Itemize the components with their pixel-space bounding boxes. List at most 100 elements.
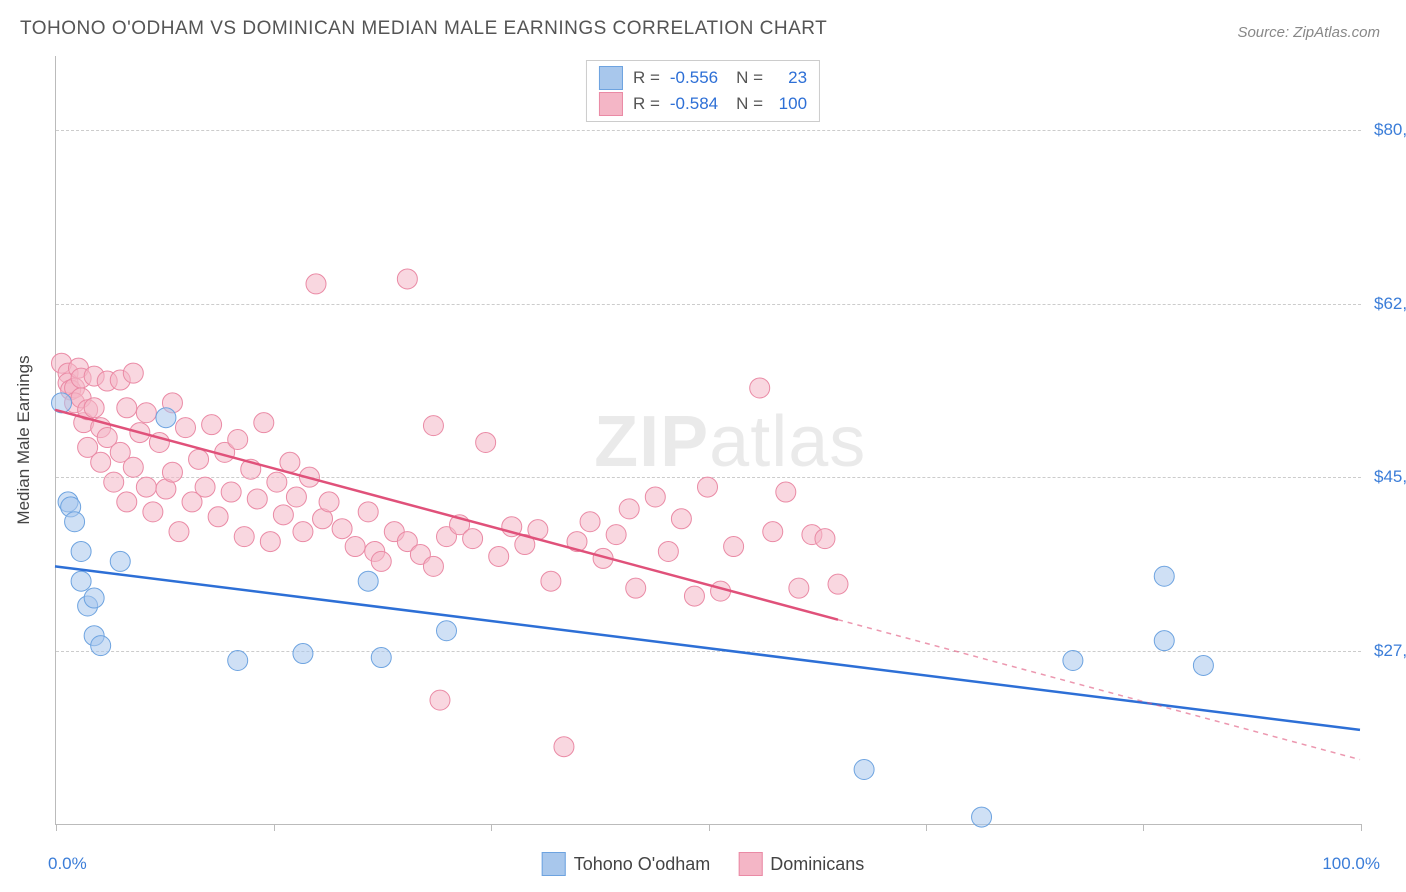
data-point-tohono — [854, 759, 874, 779]
data-point-dominican — [789, 578, 809, 598]
y-tick-label: $27,500 — [1366, 641, 1406, 661]
data-point-tohono — [71, 541, 91, 561]
data-point-dominican — [463, 529, 483, 549]
legend-r-value-tohono: -0.556 — [670, 65, 718, 91]
data-point-dominican — [143, 502, 163, 522]
data-point-dominican — [554, 737, 574, 757]
legend-r-label: R = — [633, 91, 660, 117]
x-tick — [274, 824, 275, 831]
x-axis-min-label: 0.0% — [48, 854, 87, 874]
data-point-dominican — [136, 403, 156, 423]
data-point-dominican — [776, 482, 796, 502]
x-tick — [1143, 824, 1144, 831]
legend-n-value-dominican: 100 — [773, 91, 807, 117]
data-point-dominican — [619, 499, 639, 519]
series-legend-item-dominican: Dominicans — [738, 852, 864, 876]
data-point-dominican — [91, 452, 111, 472]
data-point-tohono — [1063, 650, 1083, 670]
data-point-dominican — [117, 398, 137, 418]
data-point-dominican — [345, 537, 365, 557]
data-point-dominican — [541, 571, 561, 591]
x-tick — [1361, 824, 1362, 831]
data-point-dominican — [293, 522, 313, 542]
data-point-dominican — [273, 505, 293, 525]
x-tick — [709, 824, 710, 831]
data-point-dominican — [234, 527, 254, 547]
data-point-dominican — [476, 432, 496, 452]
data-point-tohono — [371, 648, 391, 668]
data-point-dominican — [815, 529, 835, 549]
legend-row-tohono: R =-0.556N =23 — [599, 65, 807, 91]
legend-n-label: N = — [736, 65, 763, 91]
data-point-dominican — [280, 452, 300, 472]
trend-line-dashed-dominican — [838, 620, 1360, 760]
data-point-dominican — [104, 472, 124, 492]
y-tick-label: $62,500 — [1366, 294, 1406, 314]
data-point-dominican — [195, 477, 215, 497]
data-point-dominican — [260, 532, 280, 552]
data-point-dominican — [684, 586, 704, 606]
data-point-dominican — [208, 507, 228, 527]
data-point-dominican — [319, 492, 339, 512]
data-point-dominican — [306, 274, 326, 294]
data-point-tohono — [84, 588, 104, 608]
legend-row-dominican: R = -0.584 N = 100 — [599, 91, 807, 117]
data-point-dominican — [828, 574, 848, 594]
data-point-dominican — [267, 472, 287, 492]
data-point-tohono — [52, 393, 72, 413]
trend-line-dominican — [55, 410, 838, 620]
series-label-tohono: Tohono O'odham — [574, 854, 711, 875]
correlation-legend: R = -0.556 N = 23R = -0.584 N = 100 — [586, 60, 820, 122]
legend-n-value-tohono: 23 — [773, 65, 807, 91]
data-point-dominican — [724, 537, 744, 557]
data-point-dominican — [176, 418, 196, 438]
legend-swatch-dominican — [599, 92, 623, 116]
data-point-dominican — [671, 509, 691, 529]
data-point-tohono — [65, 512, 85, 532]
data-point-dominican — [763, 522, 783, 542]
data-point-dominican — [84, 398, 104, 418]
data-point-dominican — [626, 578, 646, 598]
data-point-dominican — [286, 487, 306, 507]
scatter-chart-svg — [55, 56, 1360, 824]
data-point-dominican — [254, 413, 274, 433]
data-point-dominican — [228, 430, 248, 450]
data-point-tohono — [156, 408, 176, 428]
x-axis-max-label: 100.0% — [1322, 854, 1380, 874]
y-tick-label: $80,000 — [1366, 120, 1406, 140]
data-point-dominican — [202, 415, 222, 435]
data-point-dominican — [580, 512, 600, 532]
x-tick — [491, 824, 492, 831]
x-tick — [926, 824, 927, 831]
legend-n-label: N = — [736, 91, 763, 117]
data-point-tohono — [71, 571, 91, 591]
data-point-tohono — [293, 644, 313, 664]
series-legend-item-tohono: Tohono O'odham — [542, 852, 711, 876]
x-tick — [56, 824, 57, 831]
data-point-dominican — [117, 492, 137, 512]
chart-title: TOHONO O'ODHAM VS DOMINICAN MEDIAN MALE … — [20, 18, 827, 40]
data-point-dominican — [123, 363, 143, 383]
data-point-dominican — [489, 546, 509, 566]
data-point-tohono — [1154, 566, 1174, 586]
data-point-dominican — [221, 482, 241, 502]
data-point-dominican — [658, 541, 678, 561]
data-point-dominican — [332, 519, 352, 539]
legend-r-value-dominican: -0.584 — [670, 91, 718, 117]
data-point-tohono — [1193, 655, 1213, 675]
series-label-dominican: Dominicans — [770, 854, 864, 875]
data-point-dominican — [371, 551, 391, 571]
data-point-dominican — [423, 416, 443, 436]
data-point-dominican — [162, 462, 182, 482]
data-point-dominican — [169, 522, 189, 542]
y-tick-label: $45,000 — [1366, 467, 1406, 487]
data-point-dominican — [750, 378, 770, 398]
series-swatch-dominican — [738, 852, 762, 876]
data-point-tohono — [1154, 631, 1174, 651]
data-point-dominican — [247, 489, 267, 509]
data-point-dominican — [123, 457, 143, 477]
data-point-tohono — [228, 650, 248, 670]
data-point-dominican — [136, 477, 156, 497]
data-point-dominican — [430, 690, 450, 710]
data-point-tohono — [110, 551, 130, 571]
